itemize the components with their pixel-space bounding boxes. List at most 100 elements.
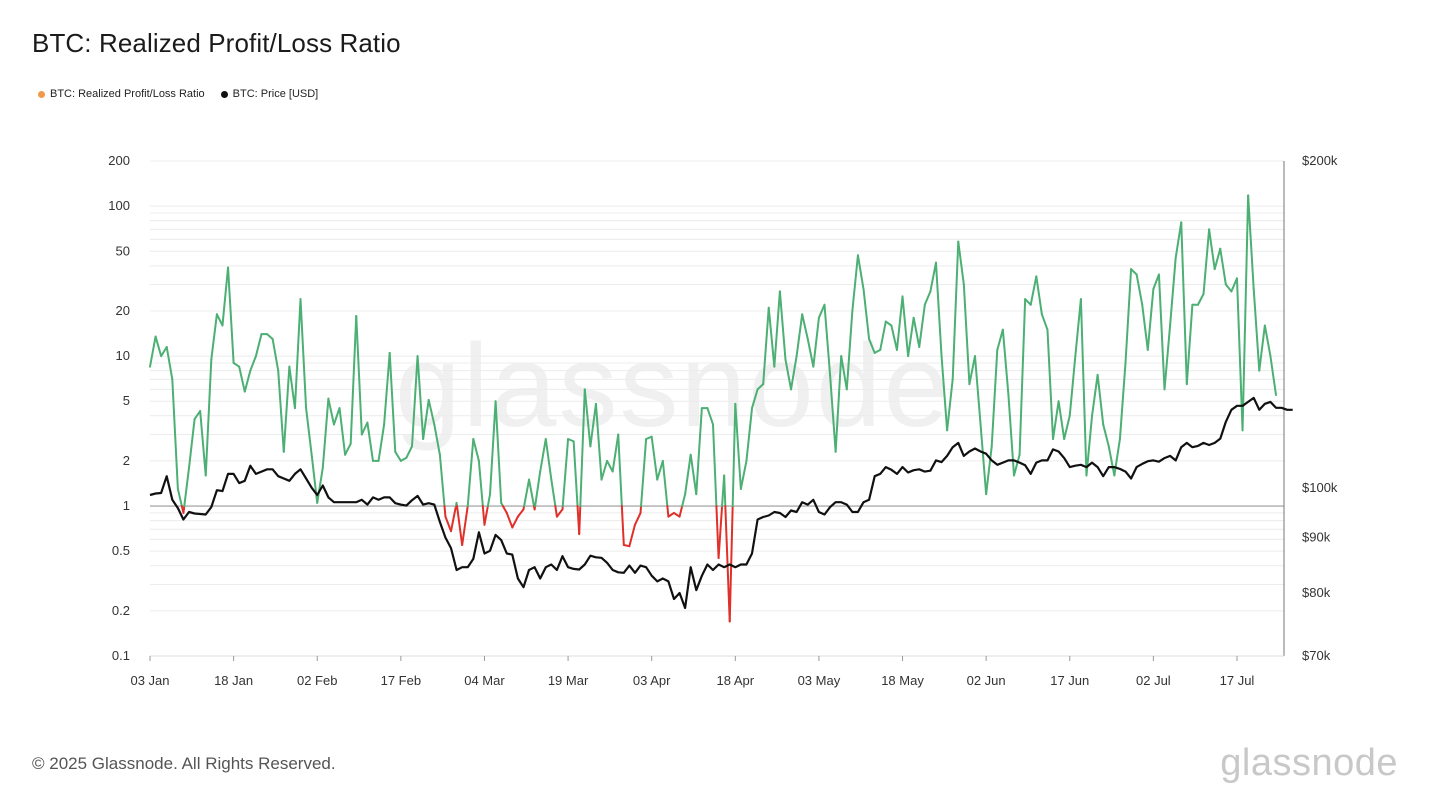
right-axis-ticks: $200k $100k $90k $80k $70k xyxy=(1302,153,1338,663)
ratio-segment xyxy=(1247,194,1255,291)
ratio-segment xyxy=(695,407,703,496)
ratio-segment xyxy=(1202,228,1211,295)
ratio-segment xyxy=(834,355,843,453)
ratio-segment xyxy=(739,459,748,490)
ratio-segment xyxy=(617,433,623,508)
ratio-segment xyxy=(377,423,386,462)
ratio-segment xyxy=(1152,273,1160,291)
ratio-segment xyxy=(288,365,296,410)
ratio-segment xyxy=(534,470,542,508)
legend-dot-ratio xyxy=(38,90,45,98)
ratio-segment xyxy=(1213,247,1222,271)
ratio-segment xyxy=(666,505,670,518)
ratio-segment xyxy=(600,459,609,481)
x-tick-label: 18 Jan xyxy=(214,673,253,688)
ratio-segment xyxy=(221,266,230,327)
ratio-segment xyxy=(762,306,770,386)
ratio-segment xyxy=(332,407,341,426)
ratio-segment xyxy=(550,478,557,508)
ratio-segment xyxy=(728,505,734,623)
ratio-segment xyxy=(1096,373,1105,426)
ratio-segment xyxy=(349,315,358,445)
ratio-segment xyxy=(689,453,698,496)
ratio-segment xyxy=(923,290,932,306)
ratio-segment xyxy=(907,316,915,358)
ratio-segment xyxy=(544,437,553,481)
ratio-segment xyxy=(204,358,213,477)
ratio-segment xyxy=(845,309,854,391)
ratio-segment xyxy=(712,423,718,508)
ratio-segment xyxy=(416,355,425,440)
ratio-segment xyxy=(1102,423,1110,448)
ratio-segment xyxy=(611,433,620,473)
legend-item-price[interactable]: BTC: Price [USD] xyxy=(220,88,319,100)
ratio-segment xyxy=(176,487,183,508)
ratio-segment xyxy=(1163,324,1172,391)
ratio-segment xyxy=(817,303,826,319)
ratio-segment xyxy=(985,445,993,496)
ratio-segment xyxy=(583,388,592,448)
ratio-segment xyxy=(895,295,904,351)
legend-label-price: BTC: Price [USD] xyxy=(232,88,319,100)
right-tick-label: $100k xyxy=(1302,480,1338,495)
ratio-segment xyxy=(1241,194,1250,432)
ratio-segment xyxy=(366,421,374,462)
ratio-segment xyxy=(951,240,960,381)
ratio-segment xyxy=(862,288,871,341)
ratio-segment xyxy=(249,355,257,372)
ratio-segment xyxy=(232,361,241,368)
ratio-segment xyxy=(444,515,453,533)
ratio-segment xyxy=(182,505,186,514)
ratio-segment xyxy=(795,313,804,358)
ratio-segment xyxy=(238,365,246,393)
ratio-segment xyxy=(327,397,335,426)
ratio-segment xyxy=(823,303,832,376)
ratio-segment xyxy=(1252,288,1261,372)
ratio-segment xyxy=(1113,437,1121,477)
ratio-segment xyxy=(1269,355,1277,397)
ratio-segment xyxy=(210,313,218,361)
ratio-segment xyxy=(1024,298,1032,306)
ratio-segment xyxy=(1230,277,1238,293)
ratio-segment xyxy=(851,254,859,312)
ratio-segment xyxy=(183,466,191,508)
ratio-segment xyxy=(890,324,898,351)
ratio-segment xyxy=(723,474,727,508)
ratio-segment xyxy=(940,355,949,432)
legend-item-ratio[interactable]: BTC: Realized Profit/Loss Ratio xyxy=(38,88,205,100)
ratio-segment xyxy=(856,254,865,291)
ratio-segment xyxy=(884,320,893,327)
ratio-segment xyxy=(433,423,441,456)
right-tick-label: $80k xyxy=(1302,585,1331,600)
x-tick-label: 17 Feb xyxy=(381,673,421,688)
ratio-segment xyxy=(528,478,535,508)
ratio-segment xyxy=(578,505,582,536)
ratio-segment xyxy=(1057,400,1066,440)
ratio-segment xyxy=(410,355,419,448)
ratio-segment xyxy=(901,295,910,358)
ratio-segment xyxy=(879,320,887,351)
ratio-segment xyxy=(405,445,413,459)
ratio-segment xyxy=(1185,303,1194,386)
ratio-segment xyxy=(149,335,157,368)
ratio-segment xyxy=(1091,373,1099,417)
ratio-segment xyxy=(1013,453,1021,477)
ratio-segment xyxy=(567,437,575,443)
ratio-segment xyxy=(801,313,809,341)
ratio-segment xyxy=(929,261,937,293)
legend: BTC: Realized Profit/Loss Ratio BTC: Pri… xyxy=(38,88,318,100)
ratio-segment xyxy=(1130,268,1138,276)
ratio-segment xyxy=(1124,268,1133,364)
ratio-segment xyxy=(477,459,484,508)
ratio-segment xyxy=(539,437,547,473)
ratio-segment xyxy=(516,508,525,518)
ratio-segment xyxy=(706,407,714,426)
x-tick-label: 03 Jan xyxy=(130,673,169,688)
ratio-segment xyxy=(555,508,564,518)
ratio-segment xyxy=(650,435,659,481)
ratio-segment xyxy=(1007,394,1016,477)
left-tick-label: 0.2 xyxy=(112,603,130,618)
ratio-segment xyxy=(751,388,759,410)
ratio-segment xyxy=(962,283,971,386)
left-tick-label: 200 xyxy=(108,153,130,168)
